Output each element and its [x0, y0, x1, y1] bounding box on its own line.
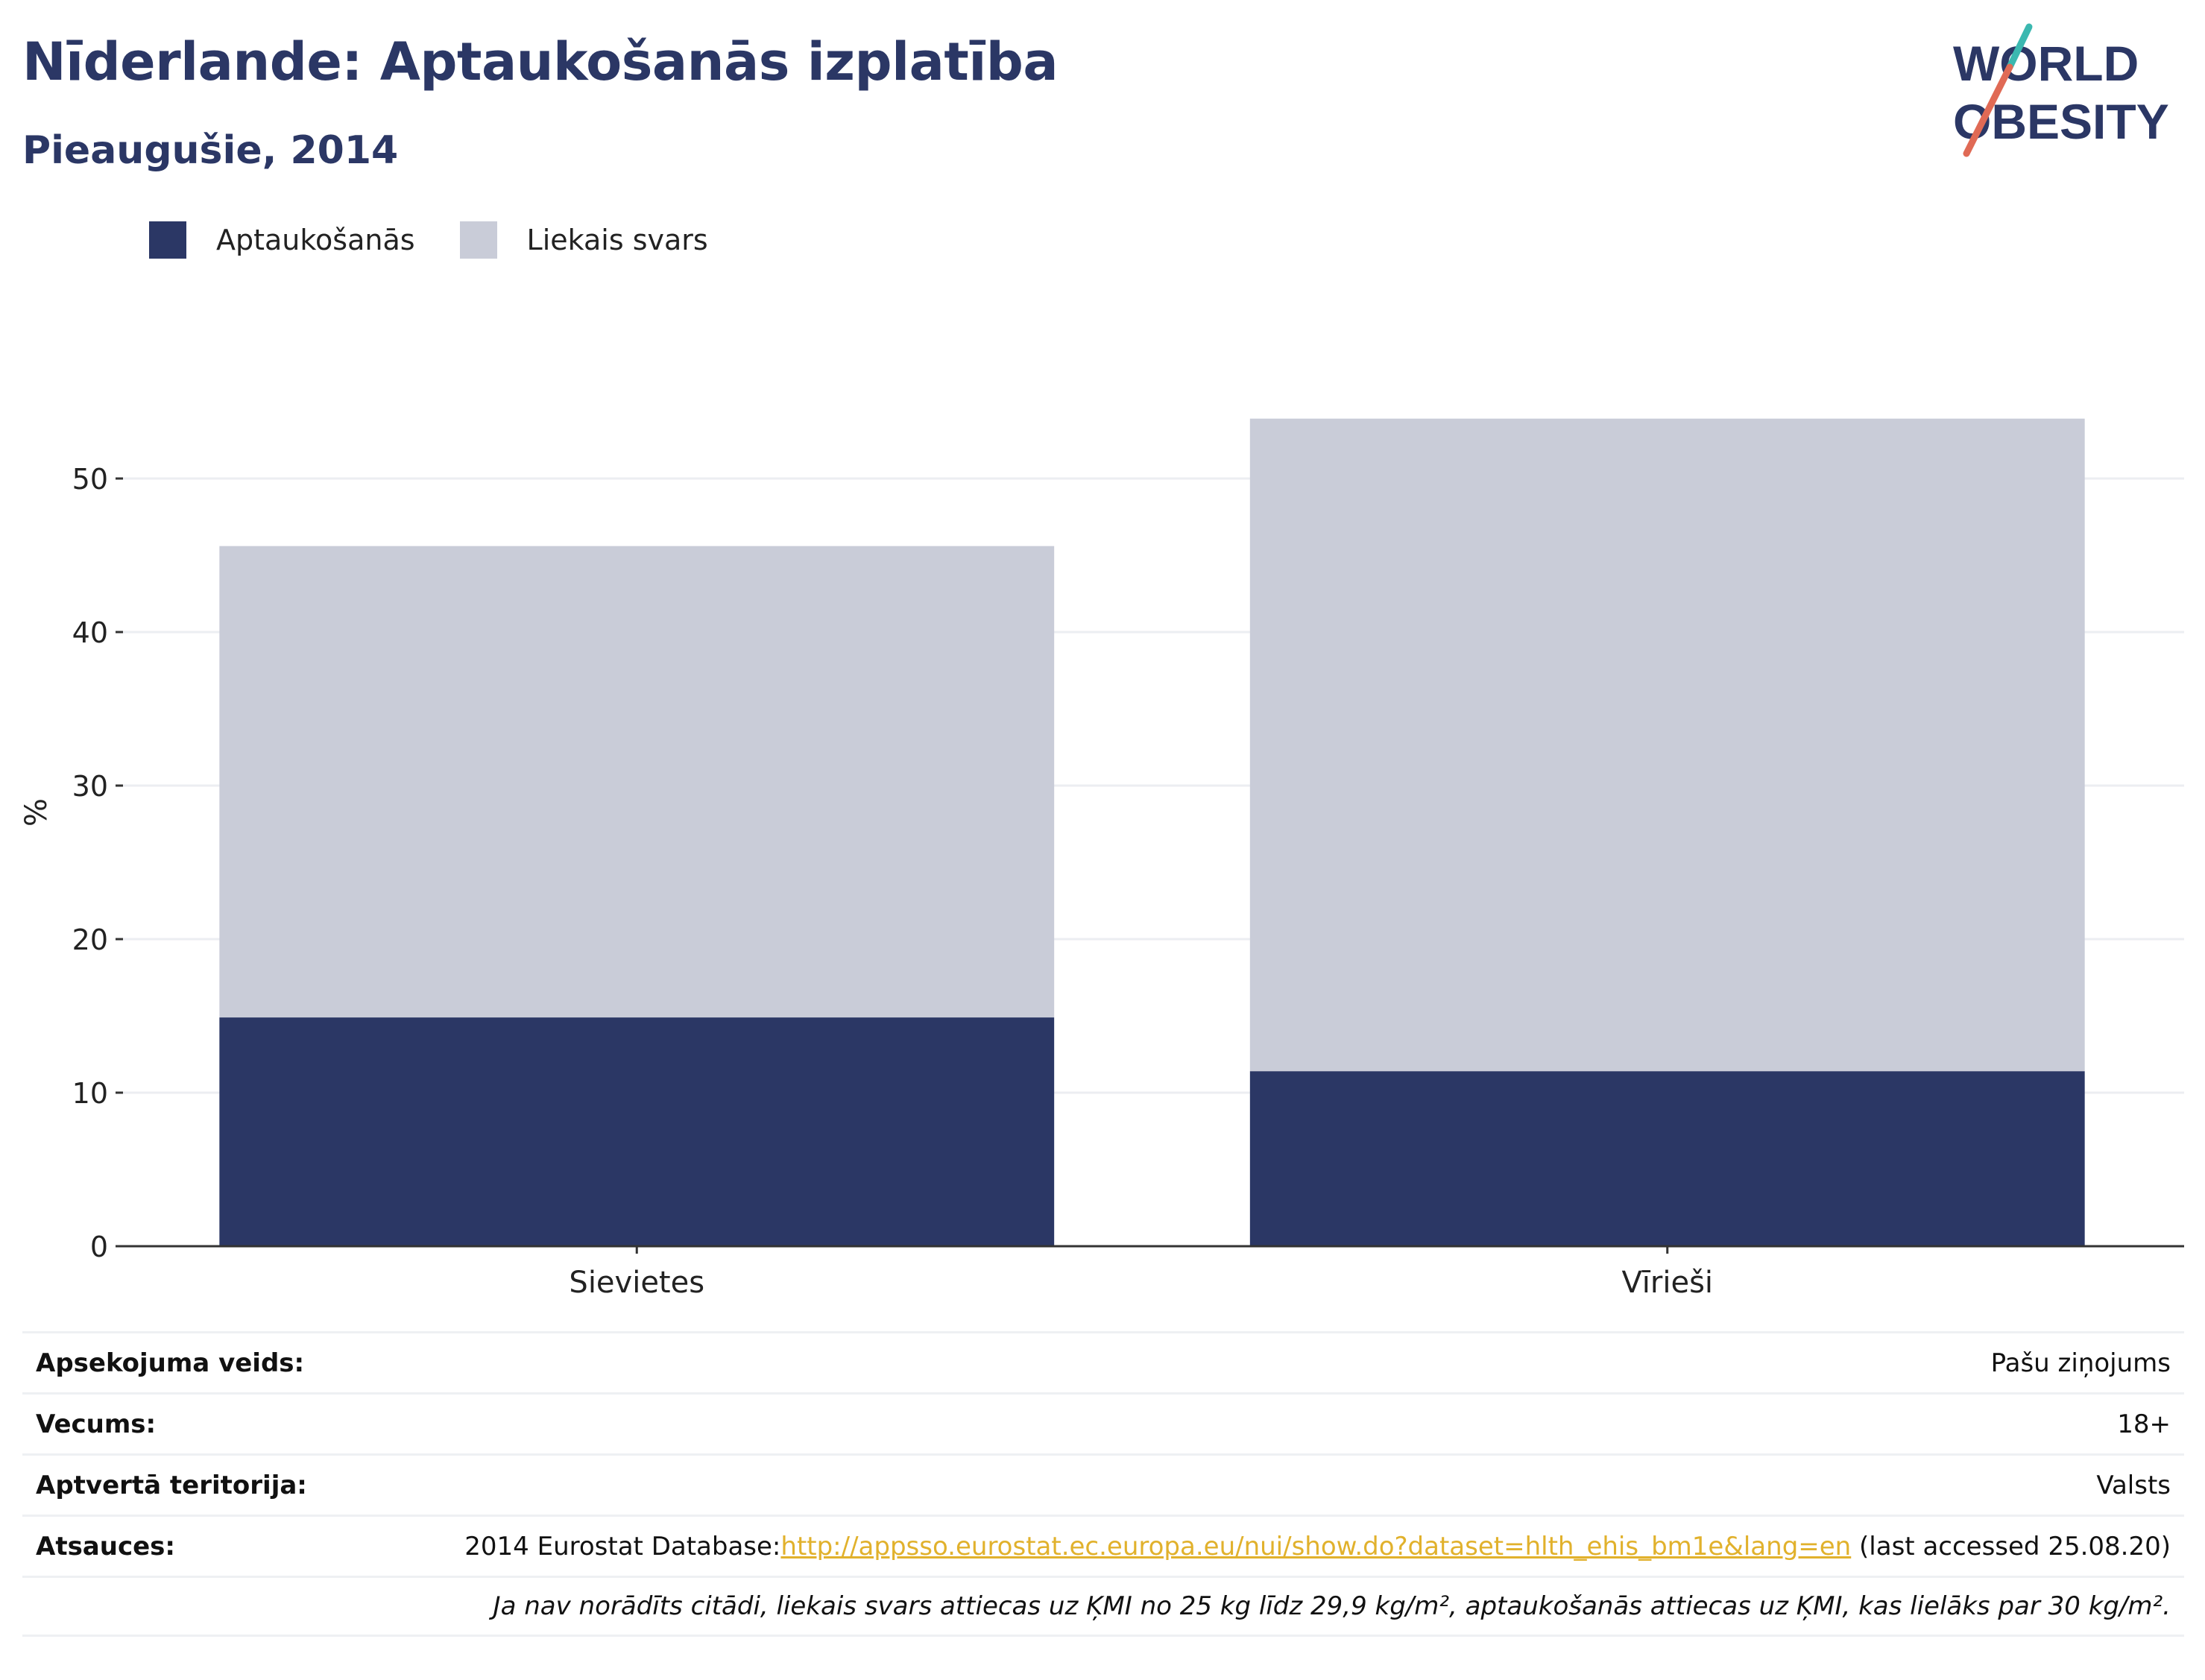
info-row-age: Vecums: 18+: [22, 1392, 2184, 1453]
y-tick-labels: 0 10 20 30 40 50: [72, 463, 123, 1263]
x-tick-labels: Sievietes Vīrieši: [569, 1246, 1713, 1300]
info-row-source: Atsauces: 2014 Eurostat Database:http://…: [22, 1515, 2184, 1576]
x-tick-label: Vīrieši: [1621, 1266, 1713, 1300]
coverage-label: Aptvertā teritorija:: [36, 1470, 307, 1500]
source-value: 2014 Eurostat Database:http://appsso.eur…: [464, 1532, 2171, 1561]
info-row-coverage: Aptvertā teritorija: Valsts: [22, 1453, 2184, 1515]
y-axis-label: %: [19, 798, 54, 827]
chart-legend: Aptaukošanās Liekais svars: [149, 221, 753, 259]
bars: [219, 418, 2085, 1246]
legend-swatch-overweight: [459, 221, 497, 259]
legend-label-obesity: Aptaukošanās: [216, 224, 415, 256]
info-table: Apsekojuma veids: Pašu ziņojums Vecums: …: [22, 1331, 2184, 1637]
logo-line1: WORLD: [1953, 36, 2139, 91]
legend-swatch-obesity: [149, 221, 186, 259]
source-prefix: 2014 Eurostat Database:: [464, 1531, 781, 1561]
source-suffix: (last accessed 25.08.20): [1851, 1531, 2171, 1561]
bar-chart: 0 10 20 30 40 50 Sievietes Vīrieši %: [19, 418, 2184, 1300]
y-tick-label: 30: [72, 770, 108, 803]
world-obesity-logo: WORLD OBESITY: [1953, 23, 2169, 157]
bar-obesity-2: [1249, 1071, 2085, 1246]
y-tick-label: 20: [72, 923, 108, 956]
bar-overweight-1: [219, 546, 1055, 1018]
x-tick-label: Sievietes: [569, 1266, 704, 1300]
info-row-survey: Apsekojuma veids: Pašu ziņojums: [22, 1331, 2184, 1392]
y-tick-label: 50: [72, 463, 108, 496]
coverage-value: Valsts: [2096, 1470, 2171, 1500]
chart-title: Nīderlande: Aptaukošanās izplatība: [22, 31, 1059, 92]
source-link[interactable]: http://appsso.eurostat.ec.europa.eu/nui/…: [780, 1531, 1852, 1561]
source-label: Atsauces:: [36, 1531, 175, 1561]
age-label: Vecums:: [36, 1409, 157, 1439]
bar-obesity-1: [219, 1017, 1055, 1246]
info-row-note: Ja nav norādīts citādi, liekais svars at…: [22, 1576, 2184, 1637]
chart-subtitle: Pieaugušie, 2014: [22, 128, 399, 173]
y-tick-label: 10: [72, 1077, 108, 1110]
bar-overweight-2: [1249, 418, 2085, 1072]
legend-item-obesity: Aptaukošanās: [149, 221, 415, 259]
definition-note: Ja nav norādīts citādi, liekais svars at…: [493, 1591, 2171, 1621]
legend-label-overweight: Liekais svars: [526, 224, 708, 256]
y-tick-label: 0: [90, 1231, 108, 1263]
survey-type-value: Pašu ziņojums: [1990, 1348, 2171, 1378]
legend-item-overweight: Liekais svars: [459, 221, 708, 259]
survey-type-label: Apsekojuma veids:: [36, 1348, 305, 1378]
y-tick-label: 40: [72, 616, 108, 649]
age-value: 18+: [2117, 1409, 2171, 1439]
